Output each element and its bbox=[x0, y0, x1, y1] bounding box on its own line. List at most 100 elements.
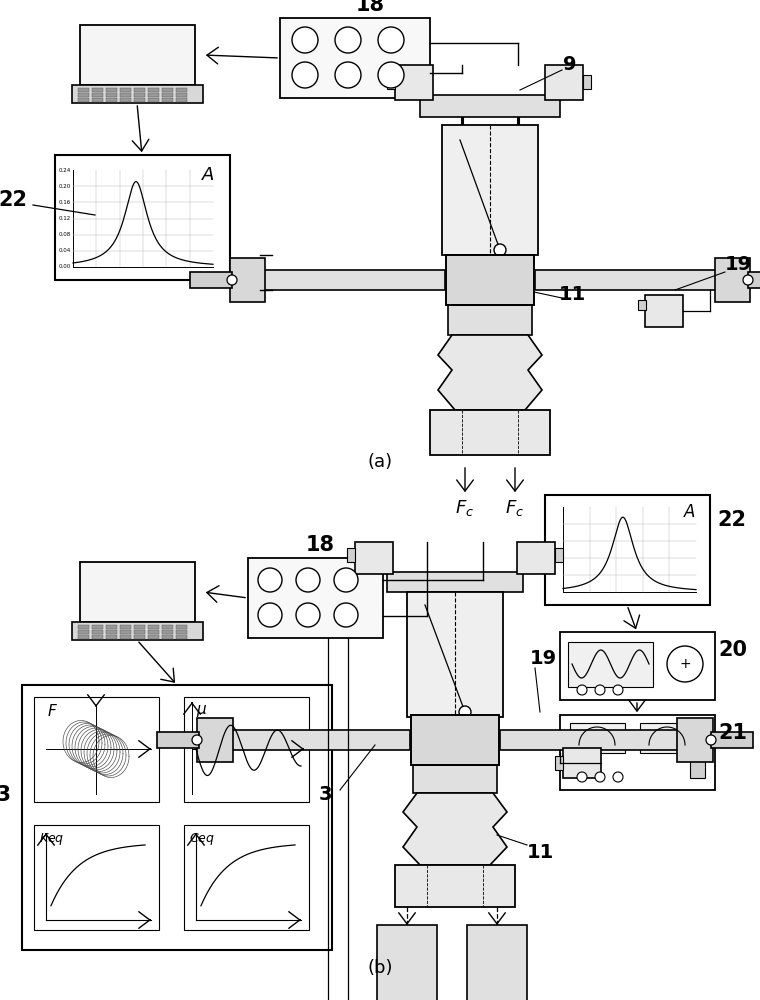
Bar bbox=[560, 715, 715, 790]
Circle shape bbox=[227, 275, 237, 285]
Text: 0.08: 0.08 bbox=[59, 232, 71, 237]
Bar bbox=[120, 630, 131, 634]
Bar bbox=[176, 98, 187, 102]
Circle shape bbox=[595, 685, 605, 695]
Bar bbox=[545, 495, 710, 605]
Text: (a): (a) bbox=[367, 453, 393, 471]
Circle shape bbox=[296, 568, 320, 592]
Text: 19: 19 bbox=[530, 648, 556, 668]
Text: +: + bbox=[679, 657, 691, 671]
Polygon shape bbox=[403, 793, 507, 865]
Circle shape bbox=[613, 685, 623, 695]
Text: 19: 19 bbox=[724, 255, 752, 274]
Bar bbox=[92, 635, 103, 639]
Circle shape bbox=[258, 568, 282, 592]
Bar bbox=[176, 625, 187, 629]
Bar bbox=[55, 155, 230, 280]
Bar bbox=[92, 98, 103, 102]
Bar bbox=[106, 93, 117, 97]
Bar bbox=[120, 635, 131, 639]
Bar bbox=[78, 98, 89, 102]
Bar bbox=[563, 748, 601, 778]
Text: 0.20: 0.20 bbox=[59, 184, 71, 189]
Circle shape bbox=[378, 62, 404, 88]
Bar bbox=[134, 635, 145, 639]
Bar bbox=[715, 258, 750, 302]
Bar bbox=[134, 625, 145, 629]
Text: $A$: $A$ bbox=[201, 166, 215, 184]
Bar bbox=[148, 93, 159, 97]
Bar bbox=[72, 85, 203, 103]
Polygon shape bbox=[438, 335, 542, 410]
Bar bbox=[80, 25, 195, 85]
Bar bbox=[78, 93, 89, 97]
Bar bbox=[190, 272, 232, 288]
Bar bbox=[148, 635, 159, 639]
Bar bbox=[197, 718, 233, 762]
Bar bbox=[148, 88, 159, 92]
Bar bbox=[148, 625, 159, 629]
Bar bbox=[157, 732, 199, 748]
Bar bbox=[80, 562, 195, 622]
Bar bbox=[92, 630, 103, 634]
Bar bbox=[387, 75, 395, 89]
Circle shape bbox=[296, 603, 320, 627]
Bar bbox=[535, 270, 720, 290]
Bar bbox=[92, 88, 103, 92]
Circle shape bbox=[743, 275, 753, 285]
Circle shape bbox=[292, 27, 318, 53]
Circle shape bbox=[335, 27, 361, 53]
Bar bbox=[162, 93, 173, 97]
Bar bbox=[420, 95, 560, 117]
Bar bbox=[162, 625, 173, 629]
Circle shape bbox=[595, 772, 605, 782]
Bar bbox=[72, 622, 203, 640]
Bar bbox=[34, 825, 159, 930]
Bar bbox=[395, 865, 515, 907]
Bar bbox=[78, 630, 89, 634]
Bar bbox=[248, 558, 383, 638]
Text: $Keq$: $Keq$ bbox=[40, 831, 65, 847]
Circle shape bbox=[667, 646, 703, 682]
Circle shape bbox=[577, 685, 587, 695]
Bar bbox=[355, 542, 393, 574]
Bar bbox=[106, 88, 117, 92]
Bar bbox=[560, 632, 715, 700]
Bar bbox=[645, 295, 683, 327]
Text: $F_c$: $F_c$ bbox=[505, 498, 524, 518]
Circle shape bbox=[335, 62, 361, 88]
Bar bbox=[184, 825, 309, 930]
Circle shape bbox=[613, 772, 623, 782]
Bar bbox=[500, 730, 680, 750]
Bar bbox=[230, 730, 410, 750]
Bar bbox=[176, 93, 187, 97]
Bar bbox=[638, 300, 646, 310]
Text: 3: 3 bbox=[318, 786, 332, 804]
Circle shape bbox=[706, 735, 716, 745]
Bar bbox=[134, 98, 145, 102]
Bar bbox=[134, 630, 145, 634]
Bar bbox=[690, 760, 705, 778]
Bar bbox=[92, 625, 103, 629]
Bar bbox=[120, 93, 131, 97]
Text: $\mu$: $\mu$ bbox=[196, 703, 207, 719]
Bar bbox=[517, 542, 555, 574]
Bar bbox=[22, 685, 332, 950]
Bar bbox=[176, 88, 187, 92]
Bar bbox=[92, 93, 103, 97]
Circle shape bbox=[334, 603, 358, 627]
Bar bbox=[176, 635, 187, 639]
Text: 0.16: 0.16 bbox=[59, 200, 71, 205]
Circle shape bbox=[334, 568, 358, 592]
Bar bbox=[120, 88, 131, 92]
Bar bbox=[347, 548, 355, 562]
Bar bbox=[555, 756, 563, 770]
Bar bbox=[448, 305, 532, 335]
Bar bbox=[162, 630, 173, 634]
Text: 11: 11 bbox=[527, 842, 553, 861]
Text: 0.00: 0.00 bbox=[59, 264, 71, 269]
Text: $Ceq$: $Ceq$ bbox=[189, 831, 215, 847]
Bar bbox=[120, 625, 131, 629]
Bar bbox=[162, 98, 173, 102]
Bar bbox=[34, 697, 159, 802]
